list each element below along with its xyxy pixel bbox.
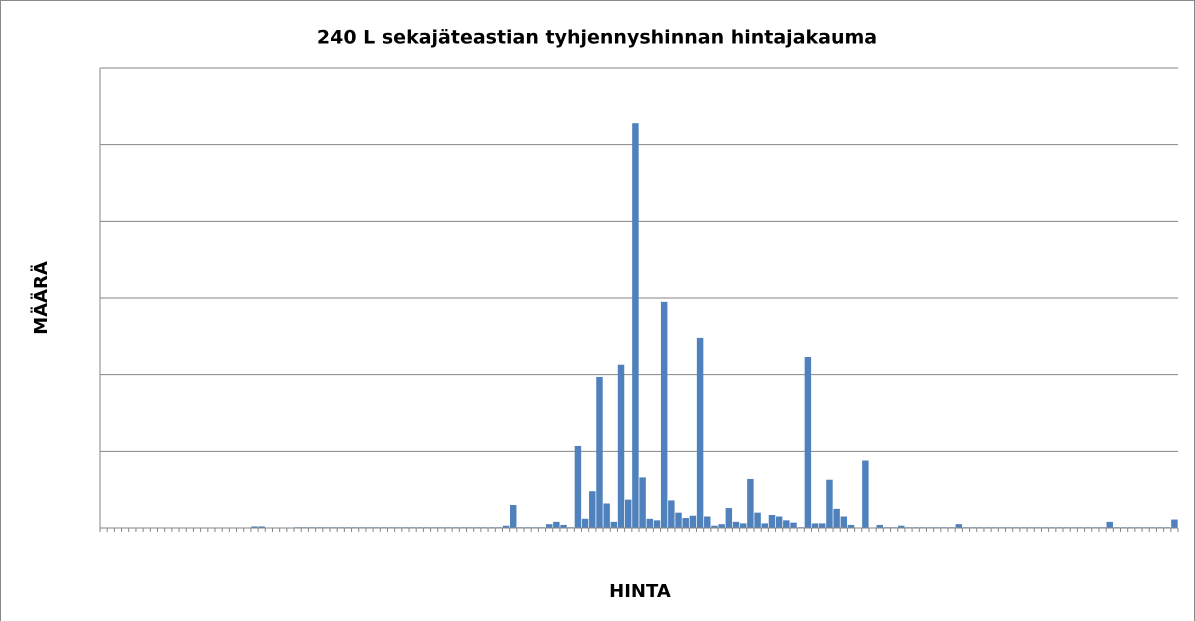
bar [696,337,704,528]
bar [876,524,883,528]
bar [833,508,840,528]
bar [660,301,668,528]
bar [718,524,725,528]
bar [553,521,560,528]
bar [826,479,833,528]
bar [639,477,646,528]
bar [589,491,596,528]
bar [754,512,761,528]
bar [596,376,603,528]
bar [502,525,510,528]
bar [840,516,848,528]
bar [646,518,654,528]
bar [1106,521,1113,528]
bar [847,524,855,528]
bar [819,523,826,528]
bar [732,521,740,528]
bar [668,500,675,528]
bar [653,520,661,528]
bar [258,526,265,528]
bar [811,523,819,528]
bar [862,460,869,528]
bar [581,518,589,528]
bar [689,515,697,528]
x-axis-label: HINTA [609,581,671,602]
bar [783,520,790,528]
bar [251,526,258,528]
bar [632,123,639,528]
bar [574,445,582,528]
bar [617,364,625,528]
bar [1171,519,1178,528]
bar [675,512,682,528]
bar [560,524,567,528]
bar [768,514,776,528]
bar [747,478,754,528]
y-axis-label: MÄÄRÄ [30,261,52,335]
bar [610,521,618,528]
bar [725,508,733,528]
bar [761,523,769,528]
bar [790,522,797,528]
bar [739,523,747,528]
bar [804,357,812,528]
bar [704,516,711,528]
bar [898,525,905,528]
chart-title: 240 L sekajäteastian tyhjennyshinnan hin… [317,27,877,49]
bar [509,505,517,528]
bar [955,524,963,528]
bar [603,503,610,528]
bar [711,525,718,528]
bar [775,516,783,528]
bar [624,499,632,528]
bar [545,524,553,528]
bar [682,518,689,528]
